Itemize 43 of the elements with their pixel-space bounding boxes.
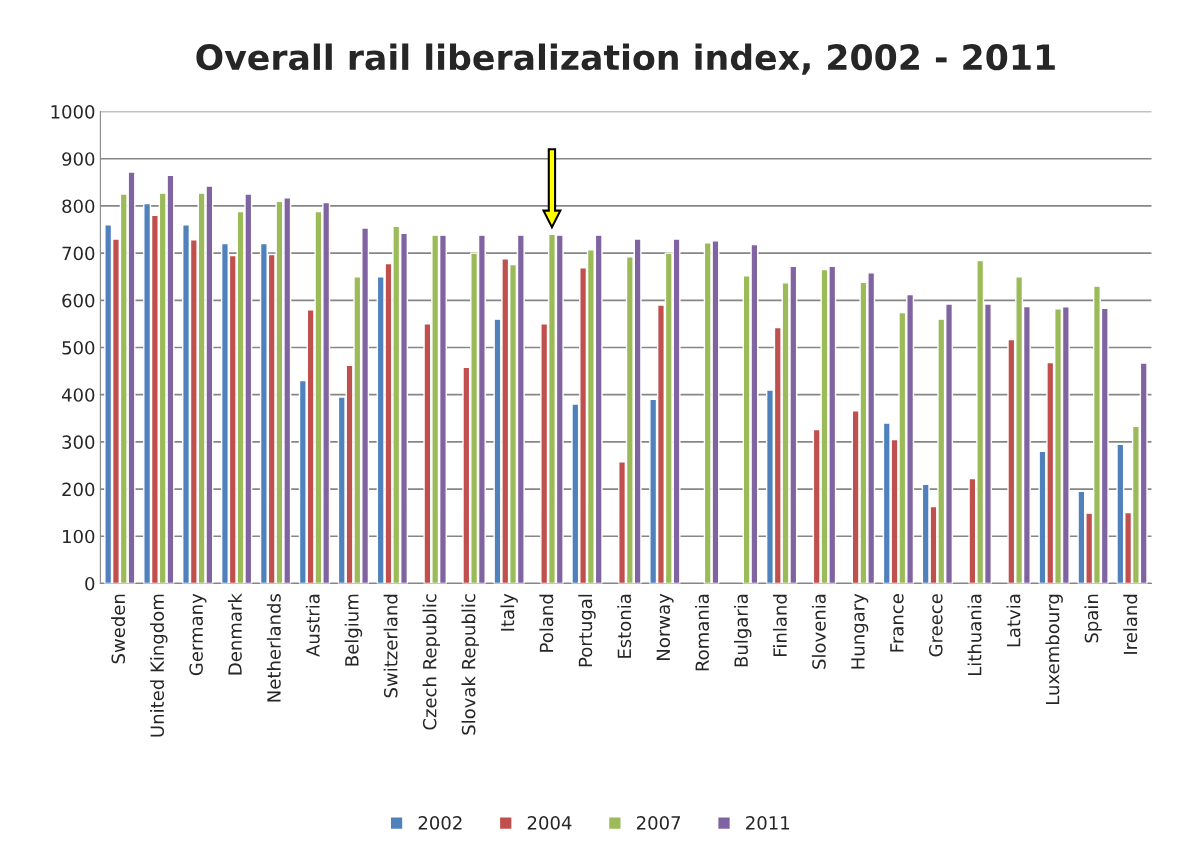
- x-tick-label: Latvia: [1006, 594, 1021, 647]
- chart-title: Overall rail liberalization index, 2002 - 2011: [196, 43, 1055, 75]
- x-tick-label: Netherlands: [266, 594, 281, 702]
- x-tick-label: Lithuania: [967, 594, 982, 676]
- x-tick-label: Romania: [695, 594, 710, 671]
- legend-label: 2011: [746, 816, 790, 830]
- y-tick-label: 800: [62, 199, 95, 214]
- x-tick-label: Greece: [928, 594, 943, 657]
- x-tick-label: Germany: [189, 593, 207, 676]
- y-tick-label: 500: [62, 340, 95, 355]
- x-tick-label: Finland: [772, 594, 787, 656]
- x-tick-label: Poland: [539, 594, 554, 652]
- y-tick-label: 1000: [51, 105, 95, 119]
- x-tick-label: Slovenia: [811, 594, 826, 669]
- x-tick-label: Czech Republic: [422, 594, 441, 730]
- y-tick-label: 300: [62, 435, 95, 449]
- y-tick-label: 900: [62, 152, 95, 166]
- x-tick-label: Sweden: [111, 594, 126, 664]
- legend-label: 2002: [418, 816, 462, 830]
- x-tick-label: Belgium: [344, 594, 363, 666]
- x-tick-label: Austria: [305, 594, 320, 657]
- x-tick-label: Spain: [1084, 594, 1102, 643]
- x-tick-label: Denmark: [227, 593, 242, 675]
- x-tick-label: Luxembourg: [1045, 594, 1063, 704]
- x-tick-label: Italy: [500, 593, 518, 631]
- y-tick-label: 200: [62, 482, 95, 497]
- x-tick-label: Hungary: [851, 593, 869, 669]
- legend-label: 2004: [527, 816, 572, 830]
- x-tick-label: Ireland: [1123, 594, 1138, 654]
- x-tick-label: Portugal: [578, 594, 596, 667]
- x-tick-label: Slovak Republic: [461, 594, 479, 735]
- x-tick-label: Norway: [656, 593, 674, 660]
- y-tick-label: 400: [61, 388, 95, 402]
- y-tick-label: 100: [63, 529, 95, 544]
- x-tick-label: United Kingdom: [150, 594, 168, 737]
- x-tick-label: Bulgaria: [733, 594, 752, 667]
- x-tick-label: Switzerland: [383, 594, 398, 698]
- legend-label: 2007: [636, 816, 681, 830]
- y-tick-label: 600: [62, 293, 95, 308]
- y-tick-label: 700: [62, 246, 95, 261]
- x-tick-label: France: [890, 594, 904, 652]
- x-tick-label: Estonia: [617, 594, 632, 658]
- y-tick-label: 0: [85, 576, 95, 591]
